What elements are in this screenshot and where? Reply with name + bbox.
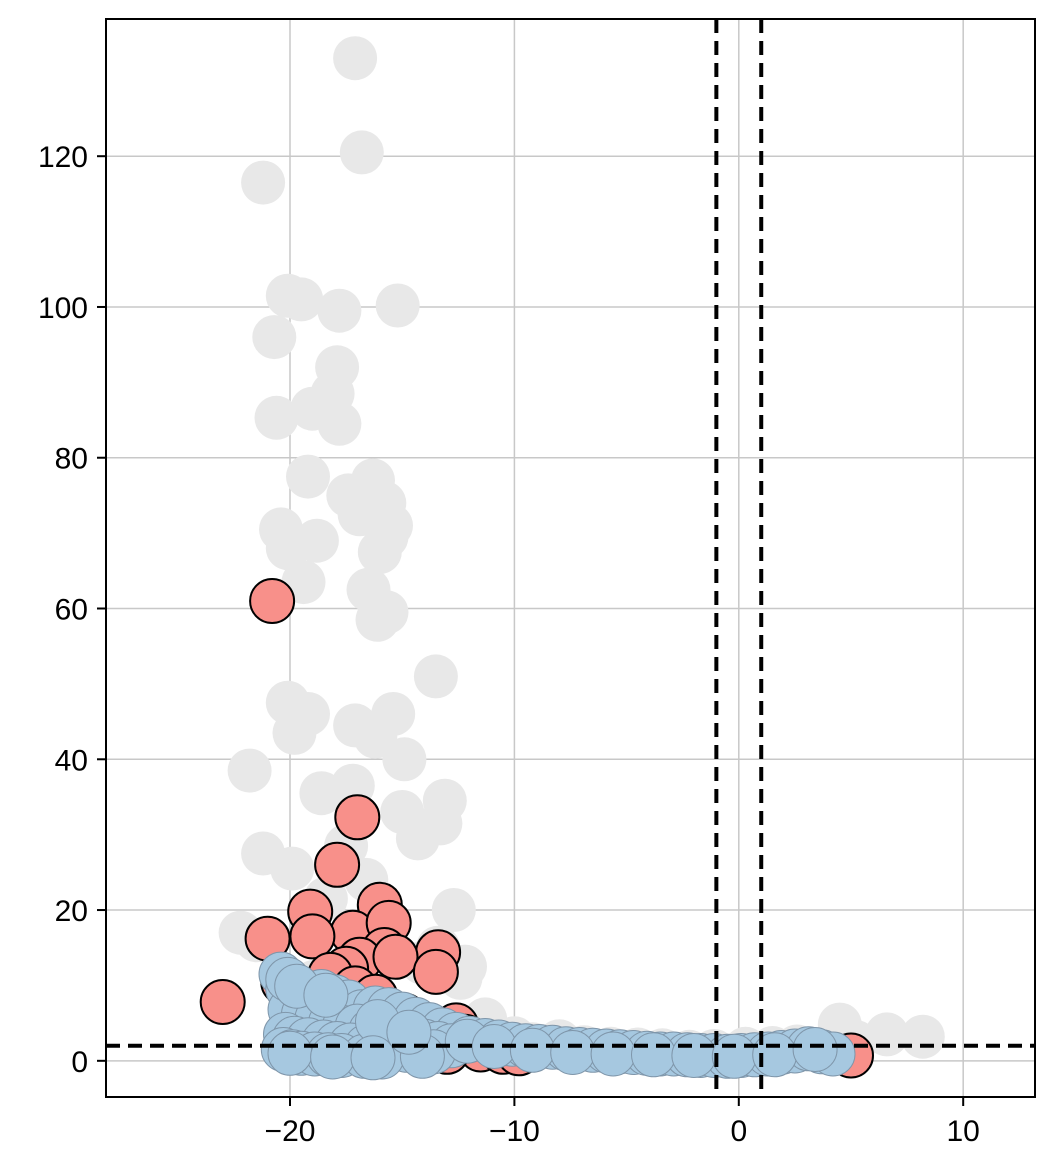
point-not-significant: [227, 748, 272, 793]
point-low: [550, 1030, 596, 1075]
point-not-significant: [286, 454, 330, 499]
point-not-significant: [900, 1014, 945, 1059]
point-low: [711, 1033, 757, 1079]
point-not-significant: [317, 288, 362, 333]
point-not-significant: [382, 737, 427, 782]
y-tick-label: 120: [38, 141, 88, 174]
point-low: [386, 1009, 432, 1055]
point-low: [590, 1031, 636, 1077]
point-not-significant: [254, 395, 299, 440]
y-tick-label: 100: [38, 292, 88, 325]
point-not-significant: [270, 846, 315, 891]
point-not-significant: [265, 526, 310, 571]
y-tick-label: 40: [55, 744, 88, 777]
point-highlighted: [314, 841, 361, 888]
y-tick-label: 20: [55, 895, 88, 928]
point-low: [671, 1033, 717, 1078]
point-low: [303, 972, 349, 1018]
y-tick-label: 0: [71, 1046, 88, 1079]
point-not-significant: [375, 283, 420, 328]
x-tick-label: −10: [489, 1115, 540, 1148]
point-not-significant: [252, 315, 297, 360]
point-not-significant: [272, 710, 317, 755]
point-not-significant: [339, 130, 384, 175]
point-highlighted: [199, 979, 246, 1025]
point-low: [631, 1032, 676, 1078]
point-low: [509, 1027, 555, 1073]
y-tick-label: 60: [55, 594, 88, 627]
point-not-significant: [333, 36, 378, 81]
point-not-significant: [413, 654, 458, 699]
point-low: [350, 1035, 396, 1081]
point-not-significant: [299, 771, 344, 816]
y-tick-label: 80: [55, 443, 88, 476]
point-highlighted: [334, 794, 381, 841]
point-low: [310, 1034, 356, 1080]
point-not-significant: [357, 530, 402, 574]
x-tick-label: 0: [730, 1115, 747, 1148]
point-highlighted: [412, 948, 459, 995]
data-points: [199, 36, 945, 1081]
point-not-significant: [241, 160, 286, 205]
plot-frame: [105, 18, 1036, 1098]
point-highlighted: [372, 933, 419, 980]
point-not-significant: [431, 888, 476, 932]
point-not-significant: [418, 801, 463, 846]
point-low: [792, 1027, 838, 1072]
point-not-significant: [317, 401, 362, 446]
x-tick-label: −20: [265, 1115, 316, 1148]
point-highlighted: [249, 578, 296, 624]
x-tick-label: 10: [947, 1115, 980, 1148]
point-highlighted: [289, 913, 336, 960]
point-not-significant: [355, 597, 400, 642]
point-low: [267, 1030, 313, 1076]
point-not-significant: [279, 277, 324, 322]
threshold-lines: [106, 19, 1035, 1097]
